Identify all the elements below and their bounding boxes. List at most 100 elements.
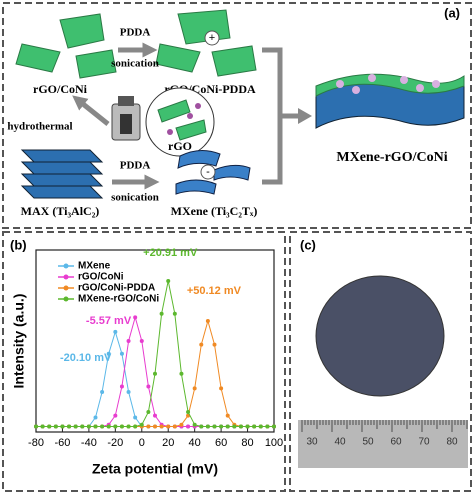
data-point [126,339,131,343]
data-point [119,424,124,429]
legend-marker [63,285,69,291]
x-axis-label: Zeta potential (mV) [92,461,218,477]
data-point [133,415,138,420]
legend-label: MXene-rGO/CoNi [78,294,159,305]
data-point [67,424,72,429]
chart: -80 -60 -40 -20 0 20 40 60 80 100 Zeta potential (… [11,247,283,477]
data-point [225,424,230,429]
x-tick-label: 40 [189,437,201,449]
data-point [93,415,98,420]
panel-label: (a) [444,5,460,20]
rgo-coni-pdda-sheets: + [155,9,257,77]
rgo-coni-sheets [15,13,117,79]
ruler-label: 60 [390,437,402,448]
data-point [106,424,111,429]
peak-annotation: -5.57 mV [86,315,132,327]
x-tick-label: 60 [215,437,227,449]
autoclave [111,96,141,141]
step-label: PDDA [120,160,151,172]
data-point [238,424,243,429]
data-point [139,339,144,343]
data-point [179,371,184,376]
data-point [146,424,151,429]
x-tick-label: -80 [28,437,44,449]
material-label: MXene (Ti₃C₂Tₓ) [171,204,258,218]
data-point [205,318,210,323]
x-tick-label: -40 [81,437,97,449]
mxene-sheets: - [175,150,251,195]
material-label: MXene-rGO/CoNi [336,150,447,165]
data-point [159,424,164,429]
composite [315,73,465,129]
data-point [258,424,263,429]
data-point [205,424,210,429]
data-point [100,389,105,394]
data-point [272,424,276,429]
legend-label: rGO/CoNi-PDDA [78,283,155,294]
ruler-scale: 30 40 50 60 70 80 [301,420,468,448]
data-point [40,424,45,429]
data-point [133,315,138,320]
data-point [212,342,217,347]
data-point [126,389,131,394]
charge-sign: - [206,166,210,178]
ruler [298,420,468,468]
material-label: rGO [168,139,192,153]
data-point [186,409,191,414]
data-point [60,424,65,429]
data-point [119,384,124,389]
data-point [179,422,184,427]
data-point [93,424,98,429]
data-point [252,424,257,429]
peak-annotation: +20.91 mV [143,247,198,259]
max-stack [20,149,104,199]
material-label: MAX (Ti₃AlC₂) [21,204,100,218]
data-point [153,371,157,376]
legend-marker [63,263,69,269]
data-point [73,424,78,429]
data-point [86,424,91,429]
sample-disc [315,275,445,397]
data-point [225,413,230,418]
data-point [153,413,157,418]
arrow [72,95,110,126]
data-point [199,342,204,347]
data-point [34,424,38,429]
legend-label: MXene [78,261,111,272]
data-point [146,384,151,389]
ruler-label: 70 [418,437,430,448]
data-point [53,424,58,429]
data-point [186,424,191,429]
data-point [153,424,157,429]
data-point [126,424,131,429]
y-axis-label: Intensity (a.u.) [11,294,27,389]
data-point [245,424,250,429]
x-tick-label: 80 [241,437,253,449]
peak-annotation: +50.12 mV [187,285,242,297]
panel-c-frame [289,231,472,492]
data-point [119,351,124,356]
panel-label: (b) [10,237,27,252]
series-line [36,330,274,427]
data-point [146,409,151,414]
data-point [113,413,118,418]
data-point [199,424,204,429]
data-point [192,386,197,391]
x-tick-label: -20 [107,437,123,449]
step-label: PDDA [120,27,151,39]
legend-label: rGO/CoNi [78,272,124,283]
sheet [175,119,207,141]
data-point [166,424,171,429]
data-point [113,424,118,429]
ruler-label: 30 [306,437,318,448]
ruler-label: 80 [446,437,458,448]
data-point [172,311,177,316]
data-point [166,278,171,283]
data-point [80,424,85,429]
step-label: sonication [111,192,159,204]
data-point [113,329,118,334]
plot-frame [35,249,275,433]
material-label: rGO/CoNi [33,82,88,96]
ruler-label: 40 [334,437,346,448]
